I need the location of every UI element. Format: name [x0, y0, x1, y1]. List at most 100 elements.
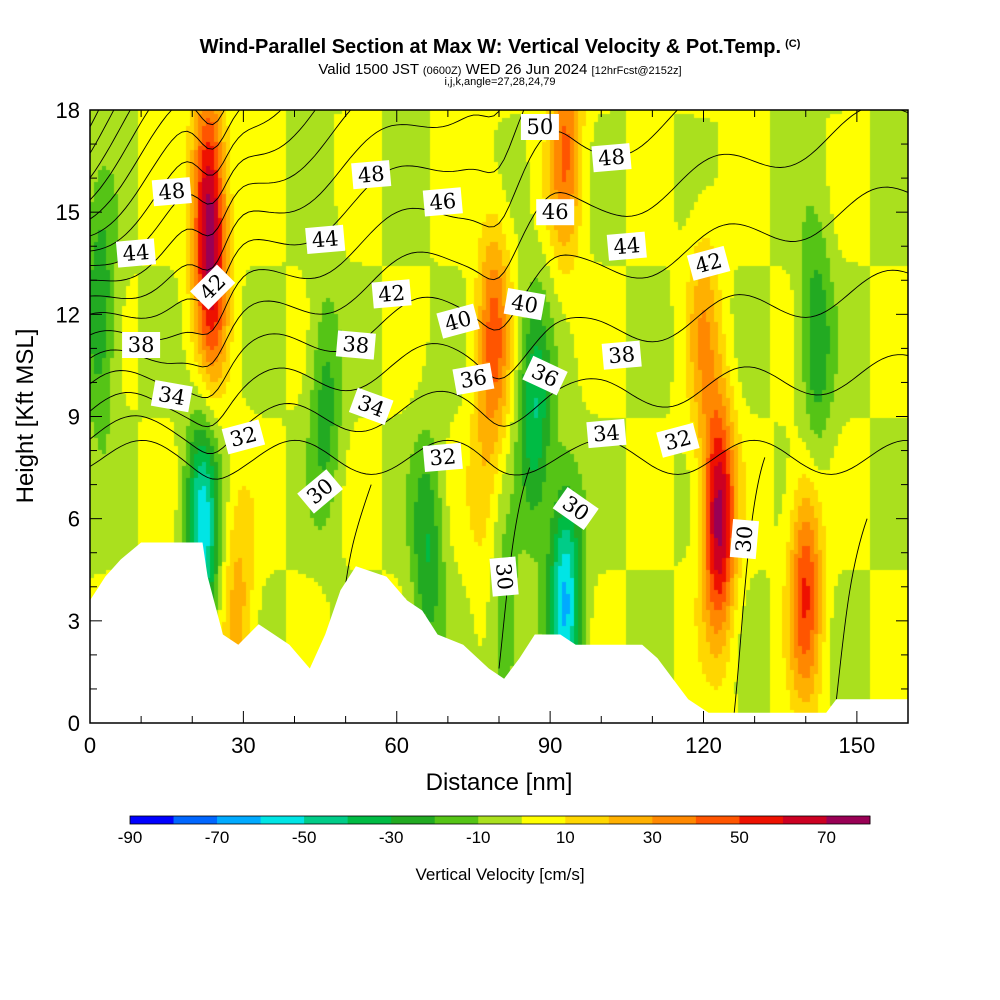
copyright-mark: (C): [785, 38, 801, 50]
theta-contour-49: [90, 0, 908, 45]
contour-label-box: [601, 340, 642, 370]
contour-label-7: 44: [305, 224, 346, 255]
contour-label-12: 40: [436, 303, 480, 339]
contour-label-24: 32: [656, 422, 700, 458]
contour-label-16: 38: [601, 340, 642, 370]
colorbar-swatch: [565, 816, 610, 824]
contour-label-box: [422, 442, 463, 473]
x-tick-label: 30: [231, 733, 255, 758]
contour-label-box: [351, 160, 392, 190]
x-tick-label: 90: [538, 733, 562, 758]
contour-label-box: [335, 330, 376, 360]
contour-label-box: [656, 422, 700, 458]
contour-label-text: 44: [311, 226, 340, 252]
y-tick-label: 9: [68, 405, 80, 430]
y-tick-label: 0: [68, 711, 80, 736]
contour-label-14: 38: [122, 332, 161, 358]
theta-contour-46: [90, 110, 100, 128]
contour-label-1: 48: [351, 160, 392, 190]
contour-label-text: 38: [128, 333, 155, 357]
y-tick-label: 18: [56, 98, 80, 123]
colorbar-swatch: [521, 816, 566, 824]
theta-contour-41: [90, 110, 241, 237]
contour-label-10: 42: [371, 279, 412, 309]
colorbar-tick-label: -90: [118, 828, 143, 847]
y-axis-title: Height [Kft MSL]: [12, 329, 39, 504]
contour-label-text: 40: [509, 290, 539, 318]
contour-label-box: [552, 486, 599, 531]
theta-contour-36: [90, 110, 525, 319]
colorbar-tick-label: -10: [466, 828, 491, 847]
contour-label-18: 36: [522, 355, 568, 396]
y-tick-label: 3: [68, 609, 80, 634]
theta-contour-50: [90, 0, 908, 20]
colorbar-swatch: [782, 816, 827, 824]
contour-label-text: 38: [342, 332, 371, 358]
colorbar: -90 -70 -50 -30 -10 10 30 50 70: [118, 815, 871, 847]
contour-label-box: [436, 303, 480, 339]
contour-label-box: [371, 279, 412, 309]
contour-label-box: [190, 264, 236, 310]
contour-label-box: [729, 519, 760, 560]
theta-contour-47: [90, 0, 908, 99]
contour-label-box: [452, 362, 495, 396]
colorbar-swatch: [173, 816, 218, 824]
contour-label-text: 46: [542, 200, 569, 224]
colorbar-tick-label: -30: [379, 828, 404, 847]
colorbar-tick-label: -50: [292, 828, 317, 847]
contour-label-text: 32: [428, 444, 457, 470]
colorbar-swatch: [695, 816, 740, 824]
contour-label-8: 44: [606, 231, 647, 261]
theta-contour-32: [90, 269, 908, 428]
colorbar-swatch: [391, 816, 436, 824]
contour-label-text: 30: [731, 525, 757, 554]
contour-label-11: 42: [686, 245, 731, 281]
theta-contour-33: [90, 186, 908, 399]
contour-label-2: 50: [520, 114, 559, 140]
contour-label-15: 38: [335, 330, 376, 360]
colorbar-swatch: [826, 816, 871, 824]
contour-label-box: [115, 238, 157, 268]
contour-label-box: [348, 387, 394, 426]
colorbar-swatch: [217, 816, 262, 824]
terrain: [90, 542, 908, 723]
theta-contour-39: [90, 110, 316, 266]
x-tick-label: 150: [839, 733, 876, 758]
section-indices: i,j,k,angle=27,28,24,79: [444, 76, 556, 88]
contour-label-box: [422, 187, 463, 217]
theta-contour-38: [90, 110, 352, 282]
contour-label-text: 48: [597, 145, 626, 171]
contour-label-5: 46: [536, 199, 575, 226]
contour-label-box: [122, 332, 161, 358]
colorbar-swatch: [434, 816, 479, 824]
colorbar-tick-label: 70: [817, 828, 836, 847]
theta-contour-40: [90, 110, 282, 252]
theta-contour-30-segment-2: [733, 457, 766, 713]
contour-label-22: 32: [221, 419, 266, 455]
colorbar-swatch: [478, 816, 523, 824]
contour-label-text: 34: [592, 420, 621, 446]
colorbar-swatch: [130, 816, 175, 824]
contour-label-text: 48: [357, 162, 386, 188]
valid-time-line: Valid 1500 JST (0600Z) WED 26 Jun 2024 […: [0, 61, 1000, 78]
theta-contour-35: [90, 110, 678, 341]
contour-label-text: 36: [458, 365, 488, 393]
contour-label-text: 38: [607, 342, 636, 368]
theta-contour-30-segment-3: [835, 518, 868, 700]
valid-utc: (0600Z): [422, 65, 462, 77]
colorbar-tick-label: -70: [205, 828, 230, 847]
theta-contour-30: [90, 439, 908, 480]
contour-label-box: [536, 199, 575, 226]
contour-label-text: 34: [157, 382, 187, 410]
x-axis-title: Distance [nm]: [426, 769, 573, 796]
colorbar-frame: [129, 815, 871, 825]
contour-label-27: 30: [489, 556, 519, 597]
x-tick-label: 60: [385, 733, 409, 758]
contour-label-4: 46: [422, 187, 463, 217]
contour-label-box: [522, 355, 568, 396]
contour-label-box: [151, 177, 192, 207]
contour-label-text: 42: [377, 281, 406, 307]
colorbar-title: Vertical Velocity [cm/s]: [415, 865, 584, 884]
